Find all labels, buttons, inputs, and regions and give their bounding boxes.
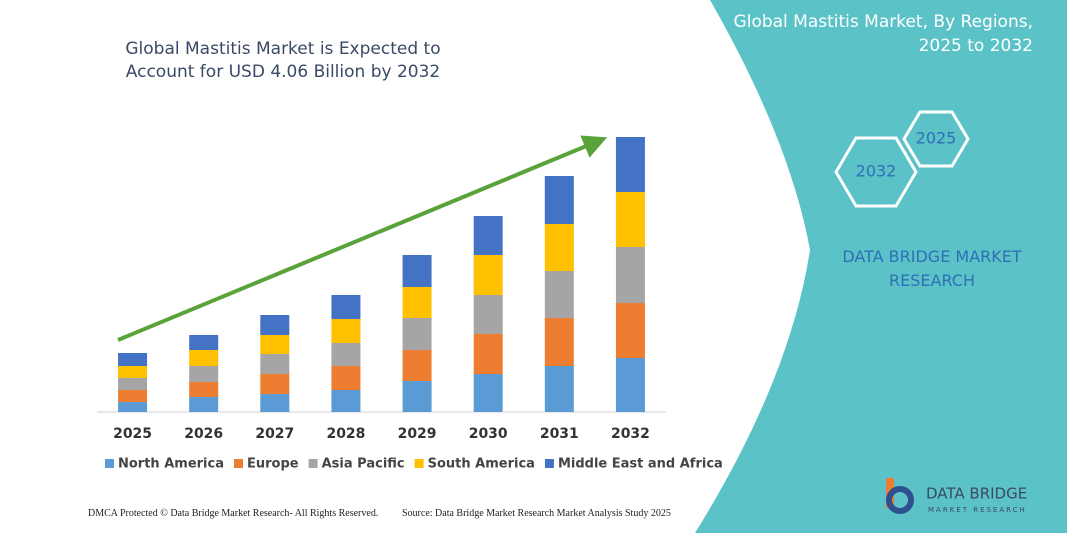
bar-segment — [118, 402, 148, 412]
legend-swatch — [234, 459, 243, 468]
chart-title: Global Mastitis Market is Expected to Ac… — [125, 39, 441, 82]
bar-segment — [615, 358, 645, 412]
bar-segment — [118, 366, 148, 378]
brand: DATA BRIDGE MARKET RESEARCH — [842, 247, 1022, 290]
bar-segment — [473, 295, 503, 334]
legend-label: Asia Pacific — [322, 457, 405, 472]
bar-segment — [331, 343, 361, 366]
legend-swatch — [105, 459, 114, 468]
legend-swatch — [308, 459, 318, 468]
bar-segment — [260, 374, 290, 394]
bar-segment — [118, 390, 148, 402]
legend-label: South America — [428, 457, 535, 472]
bar-segment — [331, 295, 361, 319]
bar-segment — [544, 224, 574, 271]
x-tick-label: 2026 — [184, 426, 223, 442]
bar-segment — [544, 271, 574, 318]
bar-segment — [473, 216, 503, 255]
bar-segment — [331, 390, 361, 412]
x-tick-label: 2032 — [611, 426, 650, 442]
hexagon-label: 2032 — [856, 162, 897, 181]
legend-swatch — [544, 459, 554, 468]
bar-segment — [260, 354, 290, 374]
x-tick-label: 2031 — [540, 426, 579, 442]
x-tick-label: 2028 — [326, 426, 365, 442]
bar-segment — [331, 319, 361, 343]
bar-segment — [331, 366, 361, 390]
bar-segment — [402, 287, 432, 318]
footer-dmca: DMCA Protected © Data Bridge Market Rese… — [88, 508, 379, 519]
legend-swatch — [414, 459, 424, 468]
logo-tagline: MARKET RESEARCH — [928, 506, 1027, 514]
bar-segment — [260, 394, 290, 412]
bar-segment — [615, 303, 645, 358]
side-title: Global Mastitis Market, By Regions, 2025… — [733, 12, 1033, 56]
bar-segment — [544, 366, 574, 412]
footer-source: Source: Data Bridge Market Research Mark… — [402, 508, 671, 519]
bar-segment — [473, 334, 503, 374]
x-tick-label: 2029 — [398, 426, 437, 442]
bar-segment — [402, 318, 432, 350]
bar-segment — [615, 247, 645, 303]
x-tick-label: 2025 — [113, 426, 152, 442]
bar-segment — [544, 176, 574, 224]
hexagon — [834, 136, 918, 208]
bar-segment — [260, 335, 290, 354]
bar-segment — [189, 397, 219, 412]
logo-name: DATA BRIDGE — [926, 485, 1027, 503]
x-tick-label: 2030 — [469, 426, 508, 442]
bar-segment — [402, 350, 432, 381]
legend-label: North America — [118, 457, 224, 472]
bar-segment — [118, 378, 148, 390]
bar-segment — [615, 192, 645, 247]
bar-segment — [189, 366, 219, 382]
trend-arrow — [117, 135, 608, 342]
legend-label: Middle East and Africa — [558, 457, 723, 472]
bar-segment — [189, 350, 219, 366]
bar-segment — [260, 315, 290, 335]
bar-segment — [544, 318, 574, 366]
bar-segment — [189, 335, 219, 350]
bar-segment — [615, 137, 645, 192]
legend-label: Europe — [247, 457, 299, 472]
bar-segment — [118, 353, 148, 366]
logo-mark — [886, 478, 914, 514]
side-panel-bg — [695, 0, 1067, 533]
bar-segment — [473, 374, 503, 412]
bar-segment — [189, 382, 219, 397]
hexagon-label: 2025 — [916, 129, 957, 148]
bar-segment — [402, 381, 432, 412]
bar-segment — [402, 255, 432, 287]
bar-segment — [473, 255, 503, 295]
x-tick-label: 2027 — [255, 426, 294, 442]
hexagon — [902, 110, 970, 168]
